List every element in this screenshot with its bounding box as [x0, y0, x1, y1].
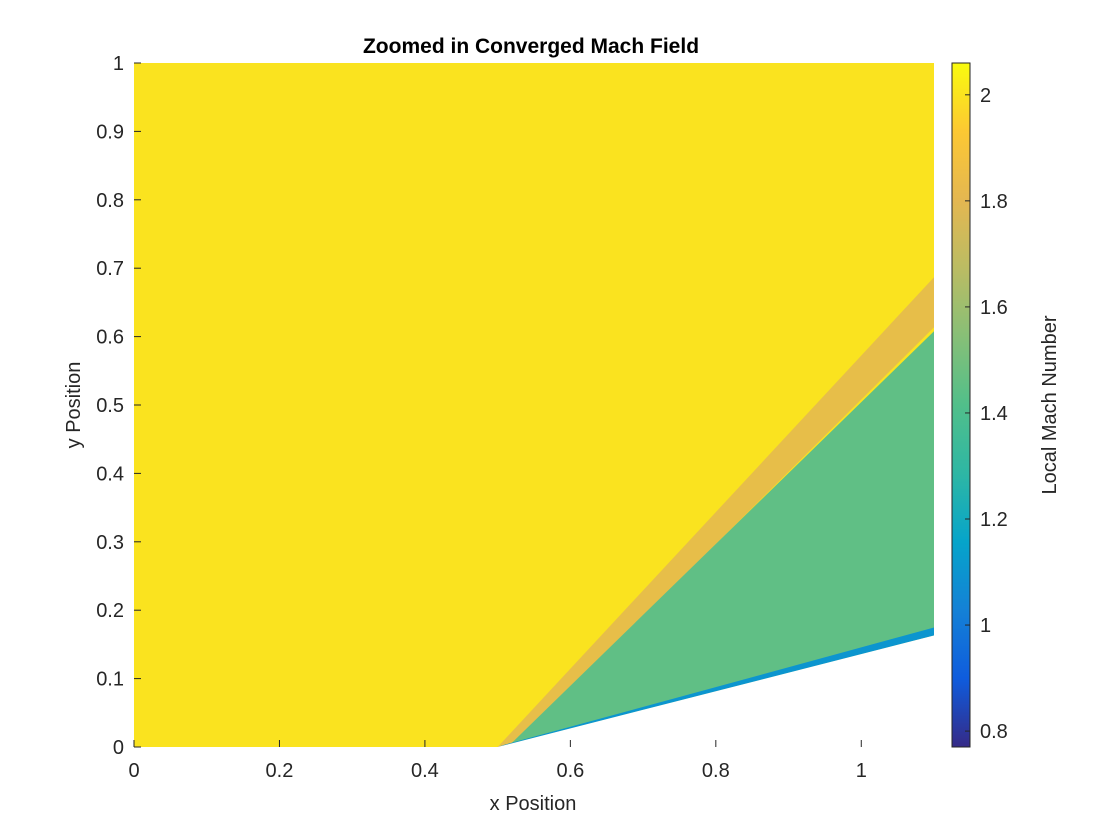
y-tick-label: 0.8: [96, 190, 124, 212]
x-tick-label: 0.8: [702, 760, 730, 782]
colorbar-tick-label: 1.2: [980, 509, 1008, 531]
colorbar-ticks: 0.8 1 1.2 1.4 1.6 1.8 2: [965, 85, 1008, 743]
x-axis-label: x Position: [490, 793, 577, 815]
y-tick-label: 0.2: [96, 600, 124, 622]
y-tick-label: 0.6: [96, 327, 124, 349]
colorbar-tick-label: 1.8: [980, 191, 1008, 213]
x-tick-label: 1: [856, 760, 867, 782]
colorbar: 0.8 1 1.2 1.4 1.6 1.8 2: [951, 62, 1008, 748]
x-tick-label: 0.2: [266, 760, 294, 782]
x-tick-label: 0.6: [556, 760, 584, 782]
colorbar-tick-label: 0.8: [980, 721, 1008, 743]
y-axis: 0 0.1 0.2 0.3 0.4 0.5 0.6 0.7 0.8 0.9 1: [96, 53, 141, 759]
y-tick-label: 0.9: [96, 121, 124, 143]
y-tick-label: 0.3: [96, 532, 124, 554]
x-tick-label: 0: [128, 760, 139, 782]
colorbar-label: Local Mach Number: [1039, 315, 1061, 494]
wall-layer: [497, 627, 934, 747]
y-tick-label: 1: [113, 53, 124, 75]
colorbar-tick-label: 1: [980, 615, 991, 637]
chart-title: Zoomed in Converged Mach Field: [363, 35, 699, 58]
y-tick-label: 0: [113, 737, 124, 759]
x-tick-label: 0.4: [411, 760, 439, 782]
y-tick-label: 0.5: [96, 395, 124, 417]
colorbar-tick-label: 1.4: [980, 403, 1008, 425]
colorbar-tick-label: 1.6: [980, 297, 1008, 319]
colorbar-tick-label: 2: [980, 85, 991, 107]
y-tick-label: 0.7: [96, 258, 124, 280]
shock-band: [497, 277, 934, 747]
plot-area: [134, 63, 935, 748]
y-axis-label: y Position: [63, 362, 85, 449]
x-axis: 0 0.2 0.4 0.6 0.8 1: [128, 740, 867, 782]
y-tick-label: 0.1: [96, 669, 124, 691]
post-shock-region: [507, 331, 934, 747]
colorbar-gradient: [951, 62, 971, 748]
y-tick-label: 0.4: [96, 463, 124, 485]
wedge-body: [497, 635, 935, 748]
